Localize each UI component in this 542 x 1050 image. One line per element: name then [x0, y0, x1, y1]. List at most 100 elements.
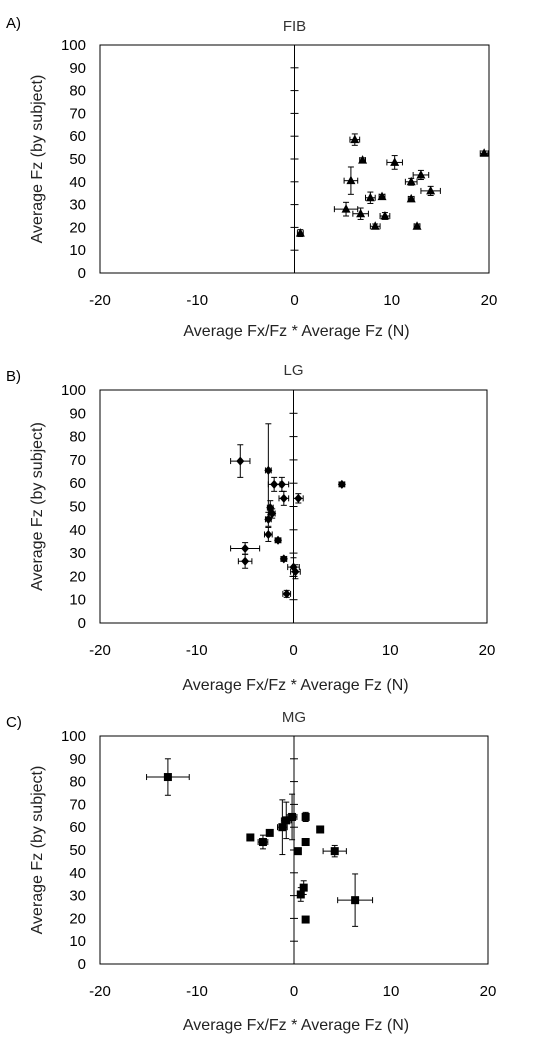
chart-title: LG	[283, 362, 303, 379]
x-tick-label: -10	[186, 292, 208, 309]
chart-panel-mg: C) MG 0 10 20 30 40 50 60 70 80 90 100 -20 -10 0 10 20 Ave…	[6, 709, 496, 1034]
data-point	[279, 554, 288, 564]
data-point	[264, 511, 273, 527]
x-tick-label: 10	[383, 292, 400, 309]
x-tick-label: 10	[382, 642, 399, 659]
data-point	[237, 553, 253, 569]
data-point	[349, 133, 361, 146]
data-point	[358, 155, 368, 164]
triangle-marker	[416, 169, 426, 179]
triangle-marker	[295, 228, 305, 237]
y-tick-label: 50	[69, 842, 86, 859]
y-tick-label: 80	[69, 83, 86, 100]
y-tick-label: 0	[78, 956, 86, 973]
square-marker	[301, 838, 310, 847]
data-point	[293, 847, 302, 856]
x-tick-label: 0	[290, 983, 298, 1000]
y-tick-label: 10	[69, 592, 86, 609]
square-marker	[316, 825, 325, 834]
triangle-marker	[412, 221, 422, 230]
data-point	[301, 811, 310, 822]
x-tick-label: 20	[481, 292, 498, 309]
triangle-marker	[406, 176, 416, 186]
y-tick-label: 70	[69, 796, 86, 813]
data-point	[274, 535, 283, 545]
square-marker	[301, 812, 310, 821]
data-point	[337, 479, 346, 489]
y-tick-label: 30	[69, 545, 86, 562]
data-point	[386, 155, 403, 170]
square-marker	[288, 812, 297, 821]
triangle-marker	[346, 175, 356, 185]
diamond-marker	[264, 465, 273, 475]
data-point	[246, 833, 255, 842]
y-tick-label: 70	[69, 452, 86, 469]
data-point	[322, 844, 347, 858]
triangle-marker	[365, 192, 375, 202]
data-point	[479, 148, 489, 157]
data-point	[412, 169, 430, 181]
y-tick-label: 90	[69, 405, 86, 422]
x-axis-label: Average Fx/Fz * Average Fz (N)	[183, 323, 409, 340]
data-point	[296, 887, 305, 902]
y-tick-label: 40	[69, 522, 86, 539]
data-point	[404, 176, 418, 186]
x-tick-label: 20	[479, 642, 496, 659]
data-point	[265, 828, 274, 837]
data-point	[230, 444, 251, 478]
y-tick-label: 20	[69, 219, 86, 236]
y-tick-label: 60	[69, 819, 86, 836]
triangle-marker	[426, 185, 436, 195]
chart-panel-fib: A) FIB 0 10 20 30 40 50 60 70 80 90 100 -20 -10 0 10 20 Av…	[6, 15, 497, 340]
data-point	[264, 423, 273, 518]
diamond-marker	[279, 554, 288, 564]
x-tick-label: -20	[89, 642, 111, 659]
square-marker	[296, 890, 305, 899]
panel-letter: B)	[6, 368, 21, 385]
y-tick-label: 60	[69, 475, 86, 492]
diamond-marker	[274, 535, 283, 545]
triangle-marker	[358, 155, 368, 164]
data-point	[268, 508, 277, 519]
panel-letter: A)	[6, 15, 21, 32]
data-point	[352, 207, 369, 220]
x-tick-label: 0	[290, 292, 298, 309]
y-tick-label: 30	[69, 197, 86, 214]
diamond-marker	[268, 508, 277, 518]
y-tick-label: 30	[69, 888, 86, 905]
y-tick-label: 0	[78, 265, 86, 282]
triangle-marker	[356, 208, 366, 218]
y-tick-label: 100	[61, 37, 86, 54]
data-point	[301, 915, 310, 924]
x-tick-label: 20	[480, 983, 497, 1000]
x-tick-label: 0	[289, 642, 297, 659]
square-marker	[258, 838, 267, 847]
y-tick-label: 40	[69, 174, 86, 191]
triangle-marker	[380, 211, 390, 220]
data-point	[369, 221, 381, 230]
chart-title: FIB	[283, 18, 306, 35]
data-point	[377, 191, 387, 201]
square-marker	[163, 773, 172, 782]
y-tick-label: 90	[69, 751, 86, 768]
diamond-marker	[279, 493, 288, 503]
triangle-marker	[390, 157, 400, 166]
data-point	[290, 564, 301, 580]
diamond-marker	[337, 479, 346, 489]
y-tick-label: 50	[69, 499, 86, 516]
diamond-marker	[270, 479, 279, 489]
x-axis-label: Average Fx/Fz * Average Fz (N)	[182, 677, 408, 694]
y-tick-label: 80	[69, 429, 86, 446]
square-marker	[265, 828, 274, 837]
square-marker	[351, 896, 360, 905]
diamond-marker	[291, 567, 300, 577]
x-tick-label: -10	[186, 983, 208, 1000]
data-point	[274, 476, 290, 492]
data-point	[420, 185, 441, 196]
data-point	[277, 799, 288, 856]
x-tick-label: -10	[186, 642, 208, 659]
triangle-marker	[479, 148, 489, 157]
chart-title: MG	[282, 709, 306, 726]
triangle-marker	[350, 134, 360, 144]
